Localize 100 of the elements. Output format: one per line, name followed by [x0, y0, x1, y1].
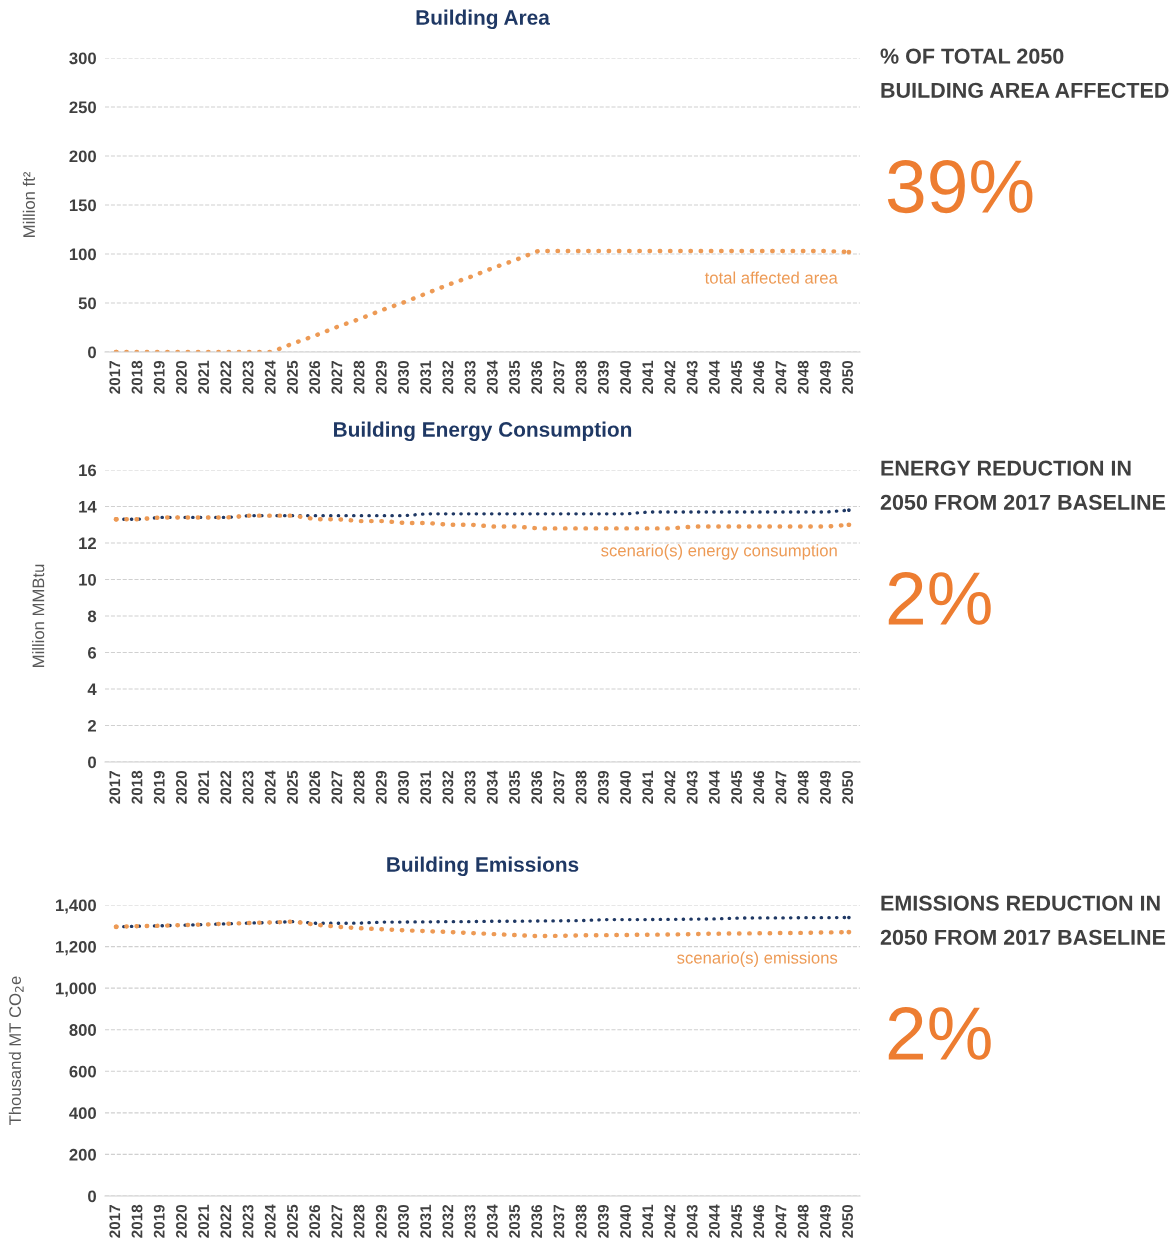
y-tick-label: 200 [69, 150, 96, 163]
x-tick-label: 2032 [442, 770, 454, 804]
x-tick-label: 2048 [797, 770, 809, 804]
y-tick-label: 2 [87, 719, 96, 732]
x-tick-label: 2022 [220, 1204, 232, 1238]
x-tick-label: 2024 [264, 1204, 276, 1238]
x-tick-label: 2019 [153, 360, 165, 394]
x-tick-label: 2037 [553, 361, 565, 394]
x-tick-label: 2029 [375, 360, 387, 394]
x-tick-label: 2018 [131, 1204, 143, 1238]
y-tick-label: 150 [69, 199, 96, 212]
x-tick-label: 2027 [331, 361, 343, 394]
y-tick-label: 10 [79, 573, 96, 586]
y-tick-label: 1,200 [56, 940, 96, 956]
x-tick-label: 2049 [819, 360, 831, 394]
x-tick-label: 2034 [486, 360, 498, 394]
x-tick-label: 2034 [486, 1204, 498, 1238]
x-tick-label: 2019 [153, 770, 165, 804]
x-tick-label: 2030 [398, 1204, 409, 1238]
y-axis-title: Million ft² [22, 171, 36, 237]
x-tick-label: 2048 [797, 360, 809, 394]
x-tick-label: 2046 [753, 360, 765, 394]
series-label: total affected area [704, 271, 838, 284]
x-tick-label: 2023 [242, 360, 254, 394]
x-tick-label: 2027 [331, 1205, 343, 1238]
x-tick-label: 2041 [642, 770, 654, 804]
text: 2% [888, 1007, 991, 1060]
y-tick-label: 0 [88, 346, 96, 359]
x-tick-label: 2028 [353, 360, 365, 394]
x-tick-label: 2049 [819, 770, 831, 804]
y-axis-title: Million MMBtu [32, 564, 45, 667]
x-tick-label: 2042 [664, 770, 676, 804]
x-tick-label: 2047 [775, 771, 787, 804]
x-tick-label: 2030 [398, 770, 409, 804]
y-tick-label: 6 [88, 646, 97, 659]
x-tick-label: 2035 [509, 770, 520, 804]
y-tick-label: 8 [87, 610, 97, 623]
x-tick-label: 2039 [597, 770, 609, 804]
x-tick-label: 2017 [109, 1205, 121, 1238]
x-tick-label: 2025 [287, 1204, 298, 1238]
chart-title: Building Energy Consumption [334, 421, 632, 442]
chart-title: Building Area [416, 9, 550, 30]
x-tick-label: 2038 [575, 1204, 587, 1238]
x-tick-label: 2026 [309, 360, 321, 394]
x-tick-label: 2029 [375, 770, 387, 804]
x-tick-label: 2041 [642, 360, 654, 394]
x-tick-label: 2033 [464, 1204, 476, 1238]
x-tick-label: 2023 [242, 770, 254, 804]
x-tick-label: 2039 [597, 1204, 609, 1238]
x-tick-label: 2050 [842, 1204, 853, 1238]
y-tick-label: 200 [69, 1148, 96, 1161]
x-tick-label: 2042 [664, 1204, 676, 1238]
x-tick-label: 2025 [287, 360, 298, 394]
x-tick-label: 2031 [420, 360, 432, 394]
x-tick-label: 2041 [642, 1204, 654, 1238]
x-tick-label: 2031 [420, 770, 432, 804]
x-tick-label: 2040 [620, 1204, 631, 1238]
x-tick-label: 2044 [708, 360, 720, 394]
x-tick-label: 2030 [398, 360, 409, 394]
x-tick-label: 2034 [486, 770, 498, 804]
y-axis-title: Thousand MT CO$_{2}$e [8, 976, 24, 1126]
x-tick-label: 2038 [575, 770, 587, 804]
x-tick-label: 2018 [131, 770, 143, 804]
x-tick-label: 2045 [731, 770, 742, 804]
x-tick-label: 2028 [353, 1204, 365, 1238]
point [847, 915, 851, 920]
y-tick-label: 4 [87, 683, 97, 696]
x-tick-label: 2020 [176, 770, 187, 804]
x-tick-label: 2031 [420, 1204, 432, 1238]
x-tick-label: 2023 [242, 1204, 254, 1238]
x-tick-label: 2026 [309, 770, 321, 804]
x-tick-label: 2017 [109, 361, 121, 394]
y-tick-label: 1,400 [56, 899, 96, 914]
x-tick-label: 2021 [198, 770, 210, 804]
x-tick-label: 2044 [708, 770, 720, 804]
series-label: scenario(s) energy consumption [601, 544, 837, 560]
x-tick-label: 2050 [842, 770, 853, 804]
x-tick-label: 2019 [153, 1204, 165, 1238]
x-tick-label: 2026 [309, 1204, 321, 1238]
x-tick-label: 2021 [198, 1204, 210, 1238]
x-tick-label: 2040 [620, 360, 631, 394]
y-tick-label: 800 [69, 1024, 96, 1036]
y-tick-label: 300 [69, 52, 96, 65]
x-tick-label: 2050 [842, 360, 853, 394]
x-tick-label: 2033 [464, 360, 476, 394]
x-tick-label: 2032 [442, 1204, 454, 1238]
x-tick-label: 2046 [753, 770, 765, 804]
x-tick-label: 2044 [708, 1204, 720, 1238]
x-tick-label: 2040 [620, 770, 631, 804]
y-tick-label: 0 [88, 1190, 96, 1203]
x-tick-label: 2024 [264, 770, 276, 804]
x-tick-label: 2028 [353, 770, 365, 804]
y-tick-label: 12 [79, 537, 96, 550]
x-tick-label: 2036 [531, 770, 543, 804]
text: % OF TOTAL 2050 BUILDING AREA AFFECTED [880, 48, 1169, 98]
x-tick-label: 2020 [176, 1204, 187, 1238]
text: ENERGY REDUCTION IN 2050 FROM 2017 BASELINE [880, 460, 1166, 510]
x-tick-label: 2022 [220, 360, 232, 394]
x-tick-label: 2022 [220, 770, 232, 804]
x-tick-label: 2037 [553, 771, 565, 804]
